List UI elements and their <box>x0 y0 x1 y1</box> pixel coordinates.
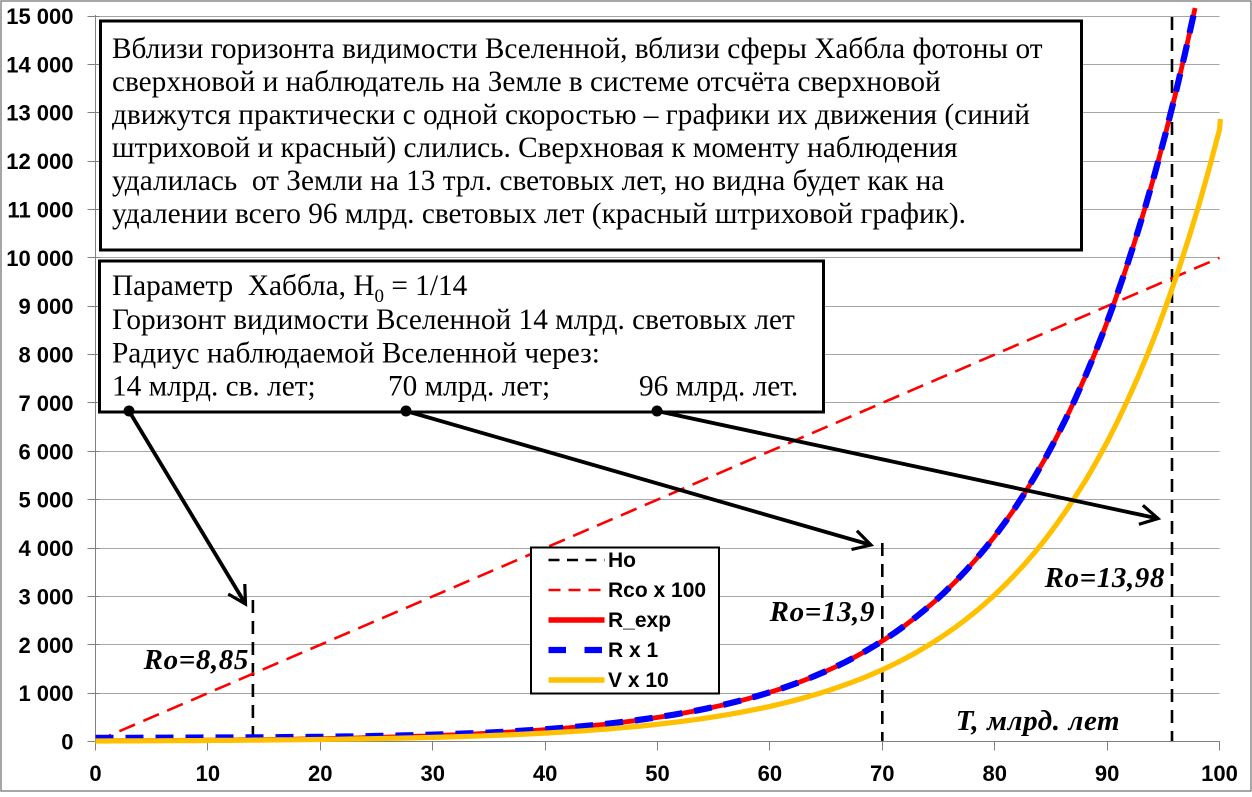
svg-text:50: 50 <box>645 761 669 786</box>
svg-text:60: 60 <box>758 761 782 786</box>
svg-text:70 млрд. лет;: 70 млрд. лет; <box>388 371 550 403</box>
svg-text:90: 90 <box>1095 761 1119 786</box>
svg-text:10 000: 10 000 <box>6 246 73 271</box>
svg-text:10: 10 <box>196 761 220 786</box>
svg-text:2 000: 2 000 <box>18 633 73 658</box>
svg-text:сверхновой и наблюдатель на Зе: сверхновой и наблюдатель на Земле в сист… <box>112 66 941 98</box>
svg-text:Ro=8,85: Ro=8,85 <box>143 644 249 676</box>
svg-text:5 000: 5 000 <box>18 488 73 513</box>
svg-text:6 000: 6 000 <box>18 439 73 464</box>
svg-text:Горизонт видимости Вселенной 1: Горизонт видимости Вселенной 14 млрд. св… <box>112 304 795 336</box>
svg-text:R_exp: R_exp <box>608 609 671 632</box>
svg-text:14 000: 14 000 <box>6 52 73 77</box>
svg-text:удалении всего 96 млрд. светов: удалении всего 96 млрд. световых лет (кр… <box>112 198 966 230</box>
svg-text:20: 20 <box>308 761 332 786</box>
svg-text:80: 80 <box>982 761 1006 786</box>
svg-text:Ro=13,98: Ro=13,98 <box>1044 562 1165 594</box>
svg-text:30: 30 <box>420 761 444 786</box>
svg-text:Вблизи горизонта видимости Все: Вблизи горизонта видимости Вселенной, вб… <box>112 33 1043 65</box>
svg-text:Параметр Хаббла, H0 = 1/14: Параметр Хаббла, H0 = 1/14 <box>112 270 468 307</box>
svg-text:T, млрд. лет: T, млрд. лет <box>956 705 1120 737</box>
svg-text:0: 0 <box>61 730 73 755</box>
svg-text:V x 10: V x 10 <box>608 669 669 692</box>
svg-text:40: 40 <box>533 761 557 786</box>
svg-text:3 000: 3 000 <box>18 584 73 609</box>
svg-text:1 000: 1 000 <box>18 681 73 706</box>
svg-text:100: 100 <box>1201 761 1238 786</box>
svg-text:Ro=13,9: Ro=13,9 <box>769 596 875 628</box>
svg-text:штриховой и красный) слились.: штриховой и красный) слились. Сверхновая… <box>112 132 958 164</box>
svg-text:Rco x 100: Rco x 100 <box>608 579 706 602</box>
svg-text:96 млрд. лет.: 96 млрд. лет. <box>639 371 798 403</box>
svg-text:0: 0 <box>89 761 101 786</box>
svg-text:движутся практически с одной с: движутся практически с одной скоростью –… <box>112 99 1030 131</box>
svg-text:14 млрд. св. лет;: 14 млрд. св. лет; <box>112 371 316 403</box>
svg-text:4 000: 4 000 <box>18 536 73 561</box>
svg-text:удалилась от Земли на 13 трл.: удалилась от Земли на 13 трл. световых л… <box>112 165 944 197</box>
svg-text:11 000: 11 000 <box>7 198 73 223</box>
svg-text:13 000: 13 000 <box>6 101 73 126</box>
svg-text:Радиус наблюдаемой Вселенной ч: Радиус наблюдаемой Вселенной через: <box>112 338 600 370</box>
svg-text:Ho: Ho <box>608 549 636 572</box>
svg-text:7 000: 7 000 <box>18 391 73 416</box>
svg-text:70: 70 <box>870 761 894 786</box>
svg-text:12 000: 12 000 <box>6 149 73 174</box>
svg-text:15 000: 15 000 <box>6 4 73 29</box>
svg-text:R x 1: R x 1 <box>608 639 659 662</box>
svg-text:9 000: 9 000 <box>18 294 73 319</box>
svg-text:8 000: 8 000 <box>18 343 73 368</box>
